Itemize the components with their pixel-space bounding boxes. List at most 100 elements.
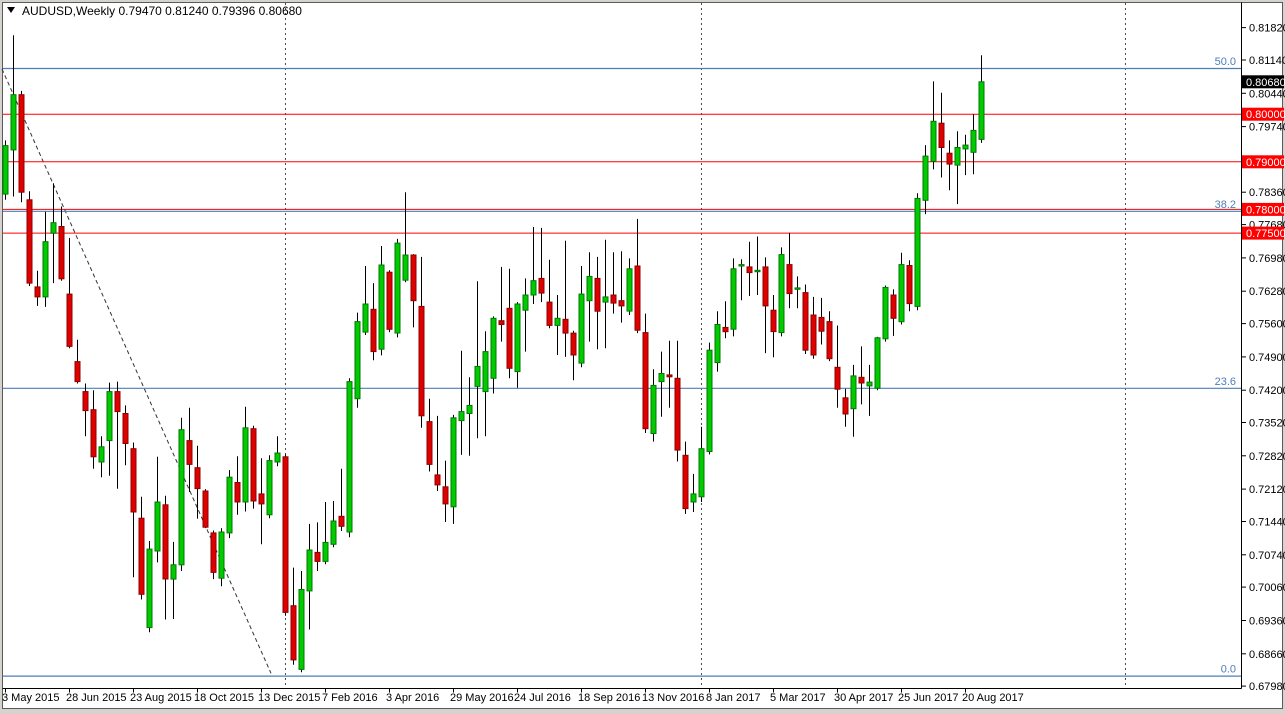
candle[interactable] [458, 350, 465, 455]
candle[interactable] [530, 227, 537, 304]
candle[interactable] [514, 302, 521, 388]
candle[interactable] [794, 276, 801, 309]
candle[interactable] [306, 523, 313, 630]
candle[interactable] [930, 81, 937, 170]
candle[interactable] [866, 364, 873, 416]
candle[interactable] [634, 218, 641, 334]
candle[interactable] [858, 346, 865, 405]
candle[interactable] [314, 522, 321, 571]
candle[interactable] [250, 425, 257, 509]
candle[interactable] [922, 145, 929, 215]
candle[interactable] [874, 336, 881, 391]
candle[interactable] [754, 236, 761, 296]
candle[interactable] [466, 377, 473, 456]
candle[interactable] [202, 489, 209, 529]
candle[interactable] [322, 502, 329, 565]
candle[interactable] [434, 415, 441, 491]
candle[interactable] [610, 252, 617, 314]
candle[interactable] [946, 140, 953, 191]
candle[interactable] [786, 232, 793, 309]
candle[interactable] [42, 211, 49, 307]
candle[interactable] [618, 251, 625, 323]
candle[interactable] [562, 240, 569, 357]
candle[interactable] [210, 530, 217, 580]
downtrend-line[interactable] [1, 68, 272, 674]
candle[interactable] [442, 460, 449, 522]
candle[interactable] [274, 436, 281, 467]
candle[interactable] [386, 270, 393, 333]
candle[interactable] [10, 35, 17, 197]
candle[interactable] [98, 436, 105, 478]
candle[interactable] [378, 246, 385, 356]
candle[interactable] [674, 340, 681, 462]
candle[interactable] [218, 528, 225, 587]
candle[interactable] [642, 313, 649, 433]
candle[interactable] [722, 301, 729, 339]
candle[interactable] [738, 259, 745, 301]
candle[interactable] [146, 541, 153, 633]
candle[interactable] [114, 381, 121, 489]
candle[interactable] [2, 140, 9, 200]
candle[interactable] [106, 382, 113, 476]
candle[interactable] [586, 252, 593, 342]
candle[interactable] [298, 571, 305, 673]
candle[interactable] [74, 339, 81, 384]
candle[interactable] [778, 247, 785, 337]
candle[interactable] [658, 351, 665, 417]
candle[interactable] [498, 266, 505, 342]
candle[interactable] [410, 254, 417, 328]
candle[interactable] [954, 131, 961, 205]
candle[interactable] [554, 295, 561, 355]
candle[interactable] [914, 193, 921, 311]
horizontal-levels[interactable] [3, 113, 1242, 234]
candle[interactable] [578, 266, 585, 368]
candle[interactable] [810, 296, 817, 359]
candle[interactable] [522, 278, 529, 352]
candle[interactable] [818, 297, 825, 345]
candle[interactable] [162, 495, 169, 620]
candle[interactable] [802, 284, 809, 355]
candle[interactable] [746, 241, 753, 296]
candle[interactable] [666, 340, 673, 408]
candle[interactable] [50, 183, 57, 284]
candle[interactable] [130, 442, 137, 578]
candle[interactable] [194, 445, 201, 519]
candle[interactable] [474, 281, 481, 439]
candle[interactable] [602, 239, 609, 349]
candle[interactable] [82, 383, 89, 437]
candle[interactable] [170, 541, 177, 619]
candle[interactable] [706, 342, 713, 455]
candle[interactable] [138, 496, 145, 600]
candle[interactable] [546, 259, 553, 329]
candles-layer[interactable] [2, 35, 985, 673]
candle[interactable] [362, 266, 369, 335]
candle[interactable] [26, 191, 33, 286]
candle[interactable] [450, 414, 457, 524]
candle[interactable] [826, 311, 833, 362]
candle[interactable] [682, 441, 689, 514]
candle[interactable] [834, 325, 841, 408]
candle[interactable] [882, 285, 889, 342]
candle[interactable] [490, 316, 497, 394]
candle[interactable] [226, 470, 233, 539]
candle[interactable] [258, 458, 265, 545]
fibonacci-levels[interactable]: 50.0 38.2 23.6 0.0 [3, 56, 1242, 677]
candle[interactable] [762, 257, 769, 354]
candle[interactable] [714, 311, 721, 372]
candle[interactable] [426, 398, 433, 472]
candle[interactable] [570, 330, 577, 381]
candle[interactable] [354, 312, 361, 408]
candle[interactable] [58, 206, 65, 281]
candle[interactable] [898, 252, 905, 325]
candle[interactable] [154, 456, 161, 563]
candle[interactable] [730, 258, 737, 337]
candle[interactable] [330, 501, 337, 548]
candle[interactable] [266, 455, 273, 519]
candle[interactable] [178, 417, 185, 571]
candle[interactable] [122, 405, 129, 466]
candle[interactable] [186, 407, 193, 492]
candle[interactable] [938, 92, 945, 178]
candle[interactable] [626, 258, 633, 315]
